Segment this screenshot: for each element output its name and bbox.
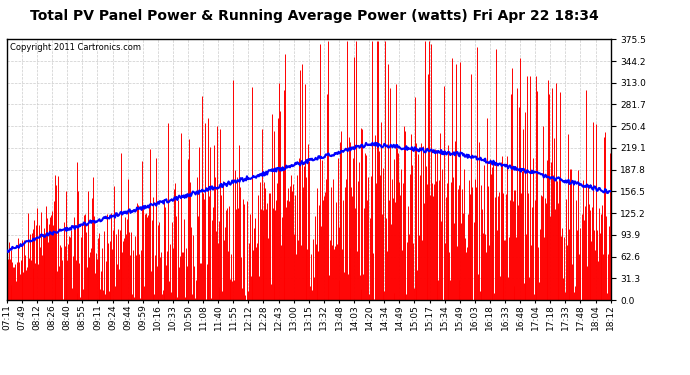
- Text: Copyright 2011 Cartronics.com: Copyright 2011 Cartronics.com: [10, 43, 141, 52]
- Text: Total PV Panel Power & Running Average Power (watts) Fri Apr 22 18:34: Total PV Panel Power & Running Average P…: [30, 9, 598, 23]
